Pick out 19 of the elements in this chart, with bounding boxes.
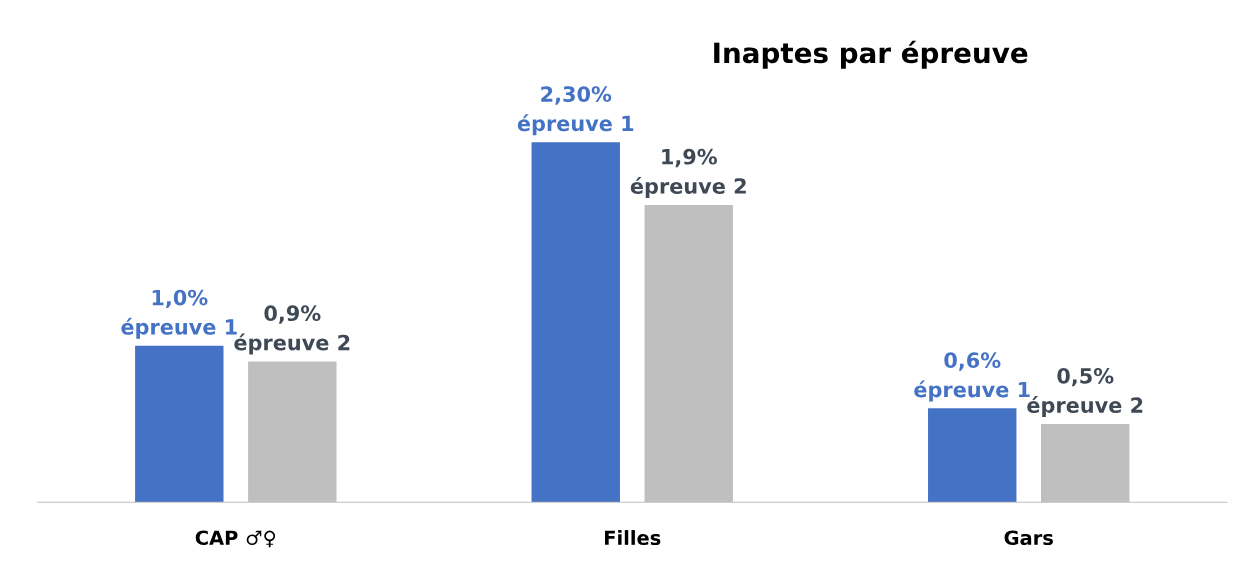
text: épreuve 2 [234,333,350,355]
text: épreuve 1 [914,380,1030,402]
x-tick-label: Gars [1004,530,1053,546]
data-label: 0,5% [1057,367,1114,387]
x-tick-label: Filles [605,530,661,546]
bar [135,345,224,503]
text: épreuve 1 [517,114,634,136]
bar [531,142,620,503]
data-label: 0,9% [264,305,321,324]
series-label: épreuve 1 [121,317,237,339]
x-tick-label: CAP ♂♀ [195,530,276,548]
series-label: épreuve 2 [630,176,746,198]
data-label: 1,9% [662,148,717,168]
chart-title: Inaptes par épreuve [714,40,1028,69]
data-label: 1,0% [152,289,208,309]
data-label: 0,6% [944,352,1001,371]
data-label: 2,30% [541,86,612,105]
text: épreuve 2 [1027,396,1143,418]
bar [928,408,1017,503]
